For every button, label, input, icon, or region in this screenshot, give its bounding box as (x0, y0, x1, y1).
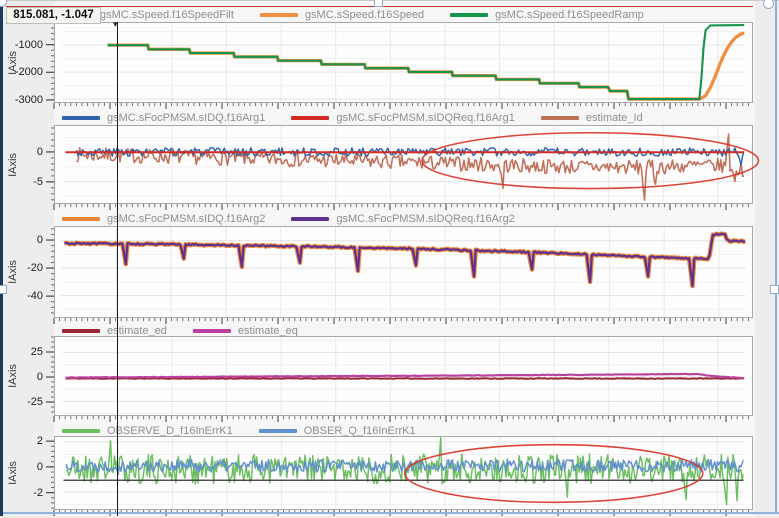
y-tick-label: 0 (36, 371, 43, 383)
legend-label: estimate_ed (107, 325, 167, 337)
y-tick-label: 0 (36, 460, 43, 473)
legend-item-obser-q-f16inerrk1[interactable]: OBSER_Q_f16InErrK1 (258, 425, 416, 437)
legend-label: gsMC.sSpeed.f16SpeedRamp (495, 9, 644, 21)
y-tick-label: 2 (36, 435, 43, 448)
y-axis-ticks (46, 336, 54, 413)
trace-gsmc-sfocpmsm-sidq-f16arg1 (75, 147, 745, 166)
time-cursor-line[interactable] (117, 22, 118, 516)
legend-item-gsmc-sfocpmsm-sidq-f16arg1[interactable]: gsMC.sFocPMSM.sIDQ.f16Arg1 (62, 112, 265, 124)
y-axis-ticks (46, 228, 54, 314)
legend-swatch (540, 116, 579, 120)
legend-item-gsmc-sfocpmsm-sidqreq-f16arg1[interactable]: gsMC.sFocPMSM.sIDQReq.f16Arg1 (291, 112, 515, 124)
legend-label: gsMC.sFocPMSM.sIDQReq.f16Arg2 (336, 213, 515, 225)
legend-panel-1: gsMC.sSpeed.f16SpeedFilt gsMC.sSpeed.f16S… (54, 8, 753, 22)
selection-frame-bottom (3, 512, 779, 514)
y-tick-label: -25 (27, 396, 43, 408)
y-tick-label: -20 (27, 262, 43, 275)
selection-handle-top-right[interactable] (763, 0, 774, 9)
y-axis-ticks (46, 440, 54, 509)
legend-item-gsmc-sspeed-f16speedfilt[interactable]: gsMC.sSpeed.f16SpeedFilt (100, 9, 234, 21)
x-axis-ticks (53, 416, 749, 422)
y-tick-label: -5 (33, 175, 43, 188)
legend-panel-2: gsMC.sFocPMSM.sIDQ.f16Arg1 gsMC.sFocPMSM.… (54, 111, 753, 125)
y-tick-label: 0 (36, 234, 43, 247)
legend-label: gsMC.sSpeed.f16Speed (304, 9, 425, 21)
y-axis-ticks (46, 127, 54, 201)
legend-swatch (259, 13, 298, 17)
legend-item-estimate-ed[interactable]: estimate_ed (62, 325, 167, 337)
legend-item-gsmc-sfocpmsm-sidq-f16arg2[interactable]: gsMC.sFocPMSM.sIDQ.f16Arg2 (62, 213, 265, 225)
y-tick-label: -2000 (14, 66, 43, 79)
x-axis-ticks (53, 103, 749, 109)
legend-swatch (192, 329, 231, 333)
legend-item-gsmc-sfocpmsm-sidqreq-f16arg2[interactable]: gsMC.sFocPMSM.sIDQReq.f16Arg2 (291, 213, 515, 225)
window-left-border (0, 0, 3, 516)
trace-estimate-ed (65, 377, 745, 380)
trace-obser-q-f16inerrk1 (65, 458, 744, 473)
legend-label: gsMC.sSpeed.f16SpeedFilt (100, 9, 234, 21)
plot-area-3[interactable] (54, 226, 753, 318)
trace-gsmc-sspeed-f16speedramp (107, 23, 745, 101)
legend-panel-3: gsMC.sFocPMSM.sIDQ.f16Arg2 gsMC.sFocPMSM.… (54, 212, 753, 226)
plot-area-5[interactable] (54, 436, 753, 510)
selection-handle-top-middle[interactable] (374, 0, 383, 7)
legend-panel-5: OBSERVE_D_f16InErrK1 OBSER_Q_f16InErrK1 (54, 424, 753, 438)
y-tick-label: -1000 (14, 38, 43, 51)
y-tick-label: -3000 (14, 93, 43, 106)
legend-swatch (62, 116, 100, 120)
x-axis-ticks (53, 318, 749, 324)
plot-area-1[interactable] (54, 22, 753, 103)
legend-label: gsMC.sFocPMSM.sIDQReq.f16Arg1 (336, 112, 515, 124)
trace-gsmc-sspeed-f16speed (107, 31, 745, 101)
legend-label: OBSER_Q_f16InErrK1 (303, 425, 416, 437)
legend-label: OBSERVE_D_f16InErrK1 (107, 425, 233, 437)
legend-label: gsMC.sFocPMSM.sIDQ.f16Arg1 (107, 112, 266, 124)
trace-estimate-id (76, 133, 745, 201)
y-tick-label: -2 (33, 486, 43, 499)
legend-item-gsmc-sspeed-f16speed[interactable]: gsMC.sSpeed.f16Speed (259, 9, 425, 21)
trace-estimate-eq (65, 372, 745, 380)
selection-handle-top-left[interactable] (0, 0, 7, 7)
plot-area-4[interactable] (54, 336, 753, 416)
y-tick-label: 25 (30, 346, 43, 358)
legend-label: gsMC.sFocPMSM.sIDQ.f16Arg2 (107, 213, 266, 225)
y-tick-label: 0 (36, 145, 43, 158)
x-axis-ticks (53, 204, 749, 210)
trace-gsmc-sfocpmsm-sidqreq-f16arg2 (64, 232, 746, 288)
legend-item-gsmc-sspeed-f16speedramp[interactable]: gsMC.sSpeed.f16SpeedRamp (450, 9, 644, 21)
legend-swatch (450, 13, 489, 17)
legend-swatch (291, 116, 330, 120)
legend-item-observe-d-f16inerrk1[interactable]: OBSERVE_D_f16InErrK1 (62, 425, 233, 437)
legend-swatch (291, 217, 330, 221)
legend-item-estimate-eq[interactable]: estimate_eq (192, 325, 298, 337)
annotation-ellipse (421, 131, 760, 190)
legend-label: estimate_Id (585, 112, 643, 124)
legend-swatch (62, 429, 100, 433)
y-tick-label: -40 (27, 290, 43, 303)
legend-swatch (62, 329, 100, 333)
plot-area-2[interactable] (54, 125, 760, 204)
window-top-border (0, 0, 779, 1)
y-axis-ticks (46, 22, 54, 101)
selection-frame-right (775, 0, 777, 513)
legend-swatch (258, 429, 297, 433)
cursor-readout: 815.081, -1.047 (6, 7, 101, 24)
selection-handle-right-middle[interactable] (770, 285, 779, 294)
legend-label: estimate_eq (237, 325, 298, 337)
legend-swatch (62, 217, 100, 221)
annotation-ellipse (404, 443, 704, 504)
legend-item-estimate-id[interactable]: estimate_Id (540, 112, 643, 124)
cursor-grip-icon[interactable]: ▾ (113, 19, 118, 29)
trace-halo-gsmc-sfocpmsm-sidqreq-f16arg2 (63, 231, 746, 289)
selection-handle-left-middle[interactable] (0, 285, 7, 294)
legend-panel-4: estimate_ed estimate_eq (54, 324, 753, 338)
